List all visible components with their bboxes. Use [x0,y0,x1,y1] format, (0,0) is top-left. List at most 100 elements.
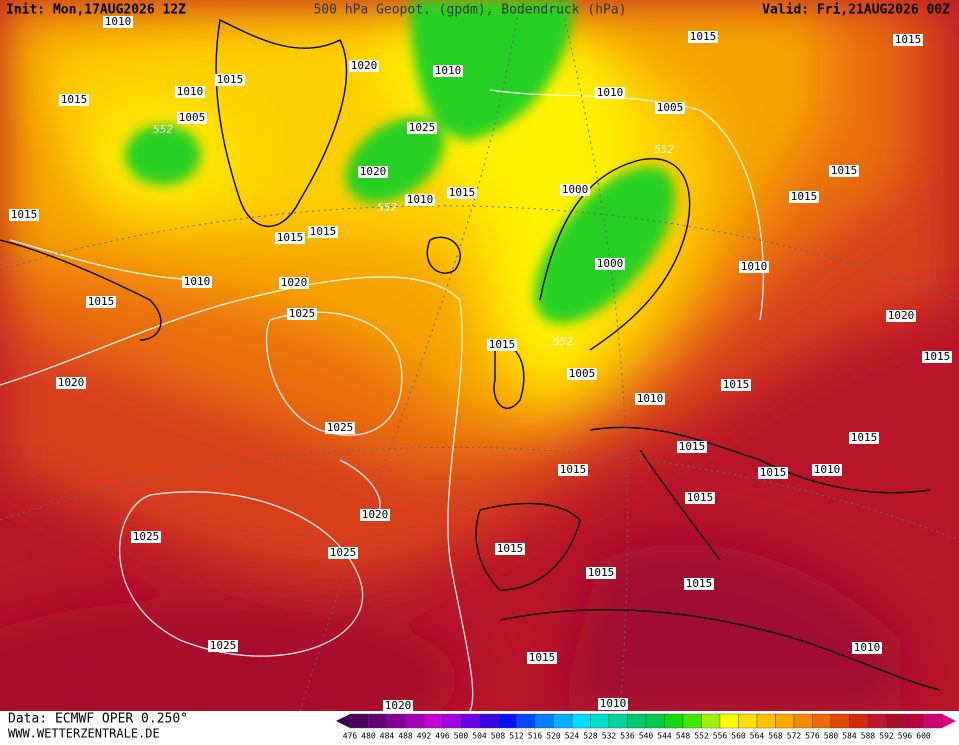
colorbar-cell [793,713,813,729]
isobar-label-bg [358,166,388,178]
map-title: 500 hPa Geopot. (gpdm), Bodendruck (hPa) [313,3,626,18]
isobar-label-bg [9,209,39,221]
isobar-label-bg [829,165,859,177]
isobar-label-bg [131,531,161,543]
colorbar-cell [849,713,869,729]
colorbar-cell [405,713,425,729]
colorbar-label: 536 [620,732,635,741]
colorbar-label: 584 [842,732,857,741]
isobar-label: 1020 [385,699,412,712]
isobar-label-bg [758,467,788,479]
colorbar-label: 532 [602,732,617,741]
isobar-label-bg [635,393,665,405]
isobar-label-bg [886,310,916,322]
isobar-label: 1015 [88,295,115,308]
isobar-label-bg [177,112,207,124]
isobar-label: 1010 [184,275,211,288]
isobar-label: 1015 [310,225,337,238]
isobar-label: 1005 [569,367,596,380]
isobar-label: 1010 [177,85,204,98]
colorbar-cell [423,713,443,729]
colorbar-label: 576 [805,732,820,741]
isobar-label-bg [739,261,769,273]
isobar-label-bg [595,258,625,270]
colorbar-label: 588 [861,732,876,741]
colorbar-label: 492 [417,732,432,741]
colorbar-label: 568 [768,732,783,741]
isobar-label-bg [407,122,437,134]
isobar-label: 1015 [723,378,750,391]
isobar-label-bg [59,94,89,106]
colorbar-label: 544 [657,732,672,741]
isobar-label-bg [655,102,685,114]
height-label: 552 [377,201,397,214]
colorbar-cell [627,713,647,729]
colorbar-cell [442,713,462,729]
isobar-label: 1020 [58,376,85,389]
colorbar-cell [368,713,388,729]
colorbar-cell [886,713,906,729]
colorbar-label: 480 [361,732,376,741]
colorbar-label: 528 [583,732,598,741]
colorbar-cell [386,713,406,729]
isobar-label: 1010 [435,64,462,77]
isobar-label: 1015 [489,338,516,351]
colorbar-cell [608,713,628,729]
isobar-label-bg [447,187,477,199]
isobar-label: 1015 [497,542,524,555]
isobar-label: 1020 [888,309,915,322]
colorbar-cell [571,713,591,729]
isobar-label: 1005 [657,101,684,114]
isobar-label: 1015 [924,350,951,363]
isobar-label: 1015 [895,33,922,46]
isobar-label-bg [328,547,358,559]
colorbar-label: 580 [824,732,839,741]
isobar-label: 1010 [741,260,768,273]
isobar-label: 1020 [362,508,389,521]
isobar-label: 1025 [330,546,357,559]
isobar-label: 1015 [529,651,556,664]
isobar-label-bg [812,464,842,476]
colorbar-cell [867,713,887,729]
isobar-label: 1025 [327,421,354,434]
colorbar-label: 592 [879,732,894,741]
isobar-label-bg [308,226,338,238]
isobar-label-bg [103,16,133,28]
isobar-label-bg [789,191,819,203]
colorbar-cell [830,713,850,729]
isobar-label: 1010 [105,15,132,28]
colorbar-label: 548 [676,732,691,741]
colorbar-cell [664,713,684,729]
isobar-label-bg [495,543,525,555]
colorbar-cell [479,713,499,729]
isobar-label-bg [433,65,463,77]
colorbar-cell [590,713,610,729]
colorbar-cell [756,713,776,729]
isobar-label: 1005 [179,111,206,124]
isobar-label-bg [922,351,952,363]
isobar-label-bg [56,377,86,389]
isobar-label-bg [175,86,205,98]
isobar-label-bg [360,509,390,521]
isobar-label: 1010 [600,697,627,710]
isobar-label: 1020 [281,276,308,289]
isobar-label-bg [598,698,628,710]
isobar-label: 1025 [133,530,160,543]
website: WWW.WETTERZENTRALE.DE [8,727,160,741]
colorbar-cell [738,713,758,729]
isobar-label-bg [208,640,238,652]
isobar-label: 1015 [588,566,615,579]
colorbar-label: 500 [454,732,469,741]
colorbar-cell [719,713,739,729]
isobar-label-bg [684,578,714,590]
colorbar-label: 556 [713,732,728,741]
colorbar-cell [349,713,369,729]
isobar-label-bg [405,194,435,206]
colorbar-label: 488 [398,732,413,741]
colorbar-cell [904,713,924,729]
isobar-label: 1015 [277,231,304,244]
isobar-label-bg [586,567,616,579]
isobar-label: 1010 [407,193,434,206]
